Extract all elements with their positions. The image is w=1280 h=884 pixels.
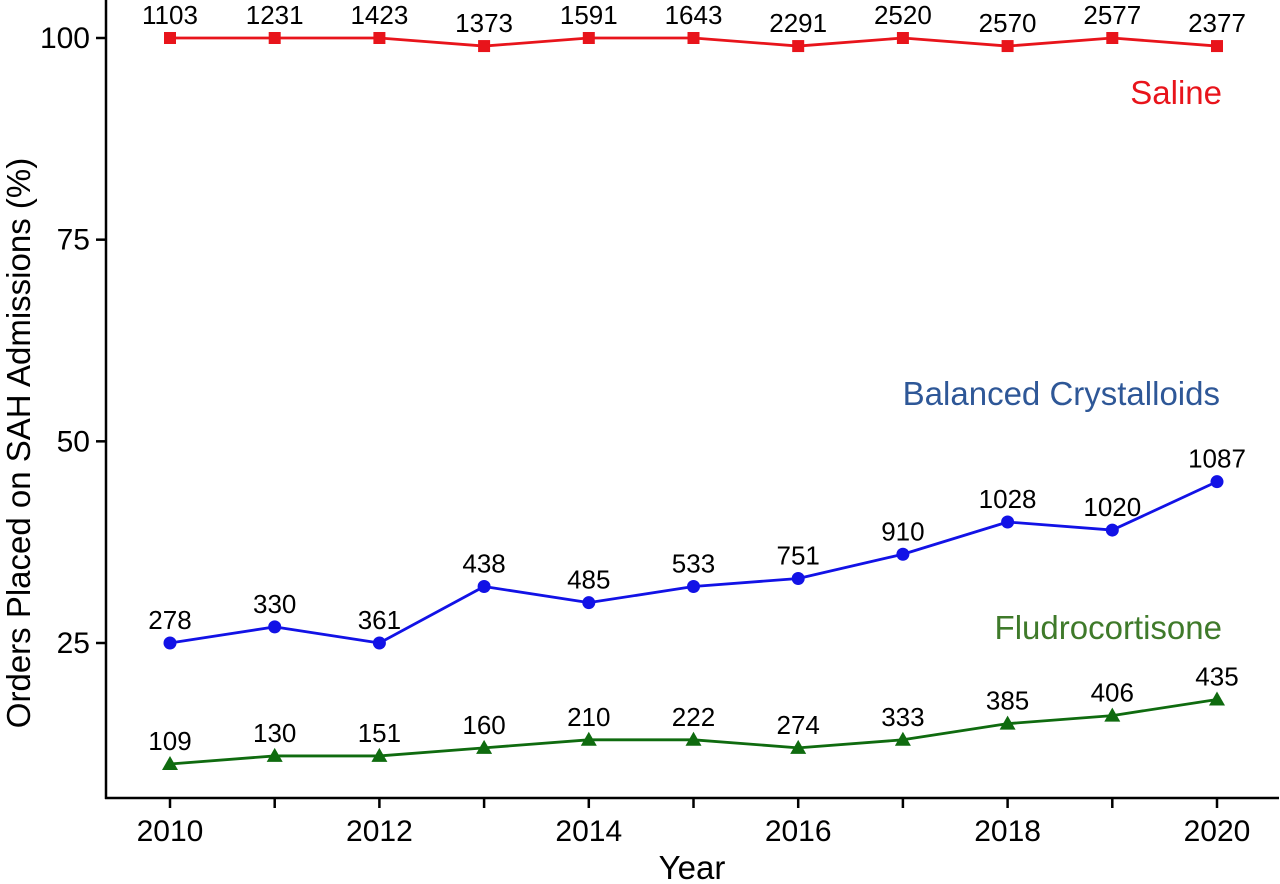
data-point-balanced-crystalloids [1001,515,1015,529]
data-label-balanced-crystalloids: 361 [358,605,401,635]
data-label-fludrocortisone: 435 [1195,661,1238,691]
data-label-saline: 2291 [769,8,827,38]
data-label-saline: 1103 [142,0,198,30]
data-label-saline: 1591 [560,0,618,30]
series-label-balanced-crystalloids: Balanced Crystalloids [903,375,1220,412]
data-point-fludrocortisone [1209,691,1225,706]
series-balanced-crystalloids [163,475,1224,650]
series-saline [164,32,1223,53]
data-label-fludrocortisone: 406 [1091,678,1134,708]
data-point-balanced-crystalloids [477,580,491,594]
data-label-balanced-crystalloids: 910 [881,516,924,546]
x-tick-label: 2018 [974,815,1041,848]
data-point-saline [478,40,491,53]
data-point-fludrocortisone [894,731,911,746]
x-tick-label: 2012 [346,815,413,848]
data-point-saline [373,32,386,44]
data-point-balanced-crystalloids [1210,475,1224,489]
data-label-fludrocortisone: 274 [777,710,820,740]
data-label-balanced-crystalloids: 751 [777,540,820,570]
data-label-balanced-crystalloids: 330 [253,589,296,619]
series-fludrocortisone [162,691,1225,770]
data-point-saline [582,32,595,44]
data-label-saline: 1643 [665,0,723,30]
x-tick-label: 2016 [765,815,832,848]
y-axis-title: Orders Placed on SAH Admissions (%) [0,158,37,728]
y-tick-label: 75 [57,224,90,257]
axes: 25 50 75 100 2010 2012 2014 2016 2018 2020 [40,0,1279,848]
data-point-fludrocortisone [580,731,597,746]
data-point-saline [896,32,909,44]
data-label-fludrocortisone: 385 [986,686,1029,716]
data-point-balanced-crystalloids [791,571,805,585]
data-label-saline: 2520 [874,0,932,30]
data-point-fludrocortisone [476,739,493,754]
data-label-fludrocortisone: 210 [567,702,610,732]
x-tick-label: 2014 [555,815,622,848]
data-label-balanced-crystalloids: 1020 [1083,492,1141,522]
data-label-fludrocortisone: 222 [672,702,715,732]
x-tick-label: 2010 [137,815,204,848]
data-point-saline [687,32,700,44]
data-point-fludrocortisone [266,747,283,762]
series-label-fludrocortisone: Fludrocortisone [995,609,1222,646]
data-point-balanced-crystalloids [896,547,910,561]
data-label-fludrocortisone: 130 [253,718,296,748]
data-label-fludrocortisone: 151 [358,718,401,748]
data-point-fludrocortisone [371,747,388,762]
y-tick-label: 100 [40,22,90,55]
data-label-balanced-crystalloids: 438 [462,549,505,579]
data-point-balanced-crystalloids [687,580,700,594]
data-point-saline [164,32,176,44]
data-label-saline: 1423 [350,0,408,30]
x-axis-title: Year [659,849,726,884]
labels-layer: 1103 1231 1423 1373 1591 1643 2291 2520 2570 2577… [142,0,1246,756]
data-point-saline [1106,32,1119,44]
data-point-saline [268,32,281,44]
data-point-saline [1211,40,1223,53]
data-label-saline: 2577 [1083,0,1141,30]
series-layer [162,32,1225,770]
data-point-balanced-crystalloids [268,620,282,634]
data-label-fludrocortisone: 160 [462,710,505,740]
data-point-balanced-crystalloids [372,636,386,650]
data-point-balanced-crystalloids [582,596,596,610]
data-label-saline: 1231 [246,0,304,30]
y-tick-label: 50 [57,425,90,458]
data-point-fludrocortisone [1104,707,1121,722]
series-label-saline: Saline [1130,74,1222,111]
data-label-saline: 1373 [455,8,513,38]
data-label-fludrocortisone: 109 [148,726,191,756]
data-point-fludrocortisone [685,731,702,746]
data-label-balanced-crystalloids: 533 [672,549,715,579]
data-label-balanced-crystalloids: 1028 [979,484,1037,514]
data-label-balanced-crystalloids: 1087 [1188,444,1246,474]
data-point-balanced-crystalloids [163,636,177,650]
data-label-fludrocortisone: 333 [881,702,924,732]
data-label-saline: 2377 [1188,8,1246,38]
data-label-balanced-crystalloids: 278 [148,605,191,635]
data-label-balanced-crystalloids: 485 [567,565,610,595]
data-point-saline [792,40,805,53]
data-point-fludrocortisone [162,756,178,770]
data-point-fludrocortisone [790,739,807,754]
data-label-saline: 2570 [979,8,1037,38]
data-point-fludrocortisone [999,715,1016,730]
x-tick-label: 2020 [1184,815,1251,848]
data-point-saline [1001,40,1014,53]
y-tick-label: 25 [57,627,90,660]
data-point-balanced-crystalloids [1105,523,1119,537]
